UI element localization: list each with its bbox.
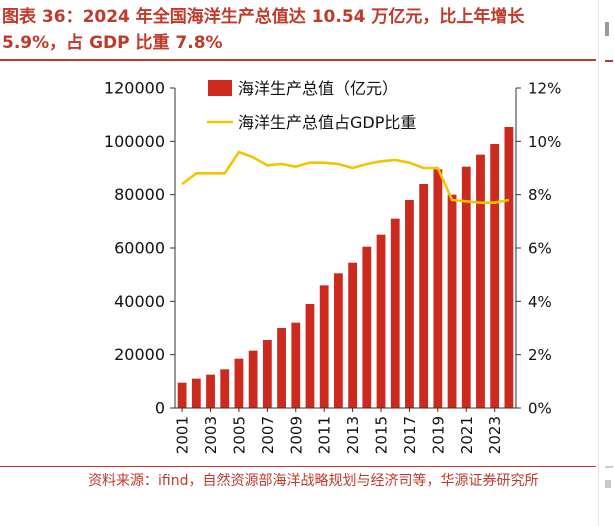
x-tick-label-2019: 2019 [429, 416, 447, 454]
bar-2009 [291, 322, 301, 408]
y-right-tick-label: 2% [528, 346, 552, 364]
bar-2005 [234, 358, 244, 408]
adjacent-source-fragment [605, 480, 611, 488]
y-left-tick-label: 100000 [104, 132, 165, 151]
x-tick-label-2007: 2007 [259, 416, 277, 454]
bar-2007 [262, 340, 272, 408]
y-right-tick-label: 0% [528, 400, 552, 418]
y-left-tick-label: 0 [155, 399, 165, 418]
y-right-tick-label: 12% [528, 80, 561, 98]
y-left-tick-label: 20000 [114, 345, 165, 364]
x-tick-label-2001: 2001 [174, 416, 192, 454]
x-tick-label-2005: 2005 [230, 416, 248, 454]
figure-title: 图表 36：2024 年全国海洋生产总值达 10.54 万亿元，比上年增长 5.… [2, 7, 525, 53]
bar-2014 [362, 246, 372, 408]
adjacent-title-fragment [605, 22, 609, 36]
bar-2019 [433, 169, 443, 408]
bar-2012 [333, 273, 343, 408]
bar-2023 [490, 144, 500, 408]
bar-series-group [177, 126, 514, 409]
x-tick-label-2011: 2011 [316, 416, 334, 454]
bar-2013 [348, 262, 358, 408]
axes-group: 0 20000 40000 60000 80000 100000 120000 0% 2% 4% 6… [104, 79, 561, 455]
y-right-tick-label: 6% [528, 240, 552, 258]
x-tick-label-2021: 2021 [458, 416, 476, 454]
adjacent-figure-edge [598, 0, 614, 526]
y-left-tick-label: 60000 [114, 239, 165, 258]
bar-2024 [504, 126, 514, 409]
bar-2008 [277, 328, 286, 408]
adjacent-footer-rule [605, 466, 613, 468]
bar-2010 [305, 304, 315, 408]
y-right-tick-label: 10% [528, 133, 561, 151]
legend: 海洋生产总值（亿元） 海洋生产总值占GDP比重 [207, 79, 416, 132]
bar-2022 [476, 154, 485, 408]
source-note: 资料来源：ifind，自然资源部海洋战略规划与经济司等，华源证券研究所 [88, 473, 539, 489]
bar-2021 [461, 166, 471, 408]
bar-2006 [248, 350, 258, 408]
legend-label-line: 海洋生产总值占GDP比重 [238, 113, 416, 132]
x-tick-label-2009: 2009 [287, 416, 305, 454]
x-tick-label-2015: 2015 [373, 416, 391, 454]
marine-gdp-chart: 0 20000 40000 60000 80000 100000 120000 0% 2% 4% 6… [104, 79, 561, 455]
bar-2020 [447, 194, 457, 408]
y-right-tick-label: 8% [528, 186, 552, 204]
x-tick-label-2023: 2023 [486, 416, 504, 454]
bar-2018 [419, 184, 429, 408]
x-tick-label-2003: 2003 [202, 416, 220, 454]
y-left-tick-label: 40000 [114, 292, 165, 311]
legend-swatch-bar [208, 80, 232, 96]
bar-2001 [177, 382, 187, 408]
line-series-group [181, 150, 510, 204]
bar-2015 [376, 234, 386, 408]
legend-label-bar: 海洋生产总值（亿元） [238, 79, 398, 98]
x-tick-label-2017: 2017 [401, 416, 419, 454]
y-left-tick-label: 80000 [114, 185, 165, 204]
share-line [181, 150, 510, 204]
y-right-tick-label: 4% [528, 293, 552, 311]
title-divider [0, 59, 596, 61]
x-tick-label-2013: 2013 [344, 416, 362, 454]
bar-2016 [390, 218, 400, 408]
bar-2003 [206, 374, 215, 408]
adjacent-title-rule [605, 60, 613, 62]
bar-2002 [191, 378, 201, 408]
bar-2017 [405, 200, 414, 408]
footer-divider [0, 466, 596, 467]
bar-2011 [319, 285, 329, 408]
bar-2004 [220, 369, 230, 408]
y-left-tick-label: 120000 [104, 79, 165, 98]
